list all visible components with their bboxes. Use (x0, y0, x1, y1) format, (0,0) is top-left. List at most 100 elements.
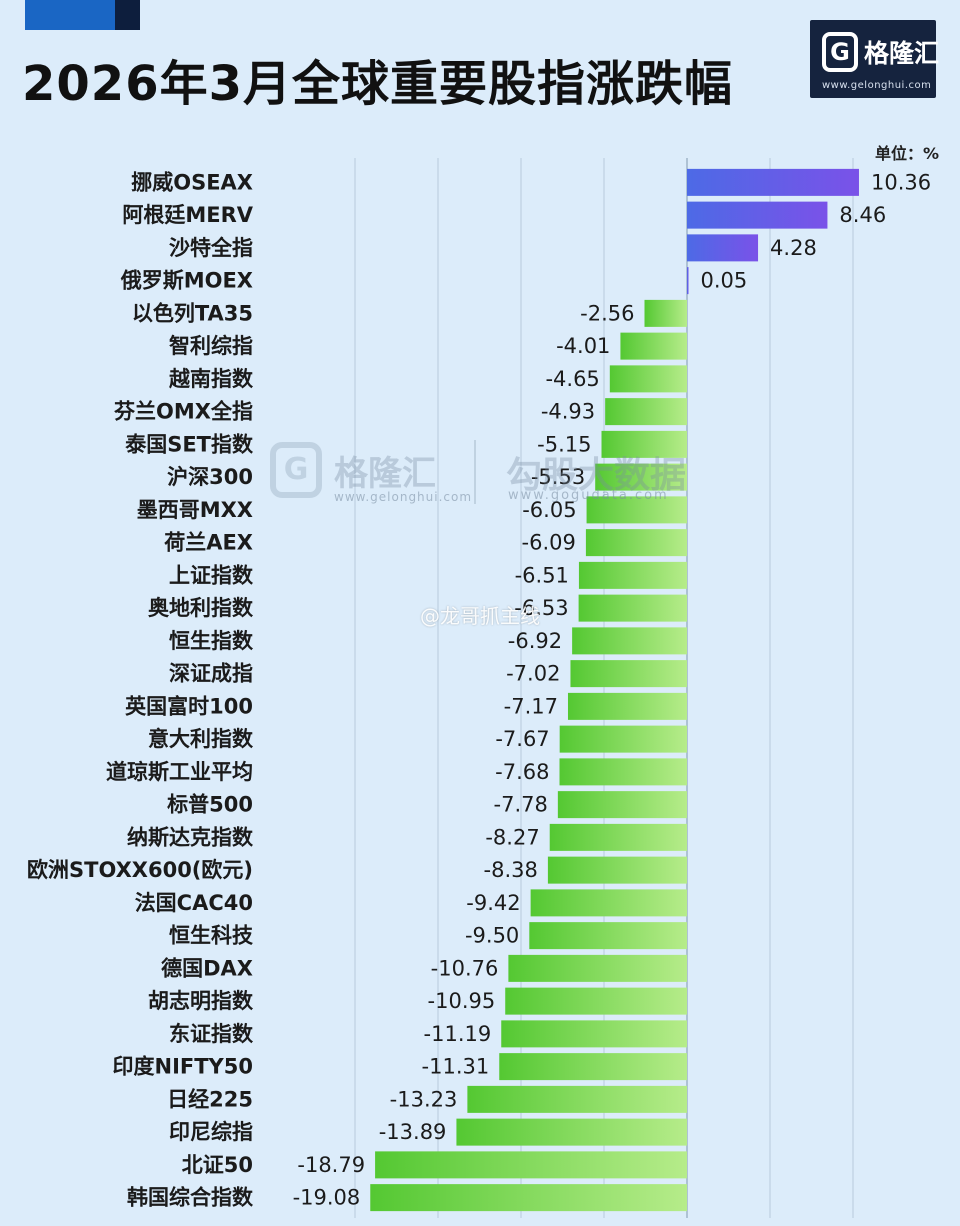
top-accent-bar (0, 0, 140, 30)
category-label: 以色列TA35 (132, 301, 253, 325)
value-label: -4.93 (541, 400, 595, 424)
bar (456, 1118, 687, 1146)
category-label: 标普500 (167, 793, 253, 817)
category-label: 北证50 (182, 1153, 253, 1177)
category-label: 道琼斯工业平均 (106, 760, 253, 784)
bar (586, 496, 687, 524)
watermark-brand: 格隆汇 (334, 454, 436, 494)
bar (601, 430, 687, 458)
value-label: -18.79 (297, 1153, 365, 1177)
bar (567, 692, 687, 720)
value-label: -6.92 (508, 629, 562, 653)
category-label: 意大利指数 (148, 727, 254, 751)
value-label: -7.02 (506, 662, 560, 686)
bar (547, 856, 687, 884)
value-label: 8.46 (839, 203, 886, 227)
category-label: 奥地利指数 (148, 596, 254, 620)
value-label: 10.36 (871, 170, 931, 194)
gelonghui-logo: G 格隆汇 www.gelonghui.com (810, 20, 940, 98)
bar (620, 332, 687, 360)
value-label: -4.65 (545, 367, 599, 391)
category-label: 墨西哥MXX (137, 498, 253, 522)
bar (687, 201, 828, 229)
bar (605, 398, 687, 426)
category-label: 泰国SET指数 (124, 432, 254, 456)
watermark-data-url: www.gogudata.com (508, 488, 669, 503)
category-label: 芬兰OMX全指 (114, 400, 253, 424)
value-label: -6.53 (514, 596, 568, 620)
category-label: 恒生科技 (169, 924, 254, 948)
category-label: 阿根廷MERV (122, 203, 253, 227)
category-label: 挪威OSEAX (131, 170, 253, 194)
bars (370, 168, 859, 1212)
value-label: -7.78 (494, 793, 548, 817)
bar (530, 889, 687, 917)
category-label: 印尼综指 (169, 1120, 253, 1144)
category-label: 胡志明指数 (148, 989, 254, 1013)
value-label: 0.05 (701, 269, 748, 293)
value-label: -9.42 (466, 891, 520, 915)
value-label: -4.01 (556, 334, 610, 358)
value-label: -13.89 (379, 1120, 447, 1144)
watermark-divider (474, 440, 476, 504)
bar (499, 1053, 687, 1081)
unit-label: 单位：% (875, 144, 940, 163)
value-label: -7.68 (495, 760, 549, 784)
bar (578, 561, 687, 589)
category-label: 法国CAC40 (135, 891, 253, 915)
value-label: -7.17 (504, 694, 558, 718)
category-label: 纳斯达克指数 (127, 825, 254, 849)
bar (644, 299, 687, 327)
bar (687, 168, 859, 196)
value-label: -8.27 (485, 825, 539, 849)
bar (557, 791, 687, 819)
bar (687, 267, 689, 295)
category-label: 欧洲STOXX600(欧元) (27, 858, 253, 882)
value-label: -6.09 (522, 531, 576, 555)
weibo-watermark: @龙哥抓主线 (420, 604, 540, 628)
value-label: -7.67 (495, 727, 549, 751)
category-label: 英国富时100 (125, 694, 253, 718)
category-label: 沪深300 (167, 465, 253, 489)
bar (467, 1085, 687, 1113)
value-label: -19.08 (293, 1186, 361, 1210)
value-label: -6.51 (515, 563, 569, 587)
value-label: -11.19 (424, 1022, 492, 1046)
category-label: 俄罗斯MOEX (120, 269, 253, 293)
watermark-brand-url: www.gelonghui.com (334, 490, 473, 504)
value-label: -2.56 (580, 301, 634, 325)
value-label: -5.15 (537, 432, 591, 456)
bar (572, 627, 687, 655)
value-label: -8.38 (484, 858, 538, 882)
watermark-logo-icon: G (270, 442, 322, 498)
bar (559, 758, 687, 786)
category-label: 荷兰AEX (164, 531, 253, 555)
chart-title: 2026年3月全球重要股指涨跌幅 (22, 56, 733, 112)
category-label: 印度NIFTY50 (113, 1055, 254, 1079)
bar (595, 463, 687, 491)
logo-mark-icon: G (822, 32, 858, 72)
bar (585, 529, 687, 557)
bar (370, 1184, 687, 1212)
value-label: -13.23 (390, 1087, 458, 1111)
category-label: 东证指数 (169, 1022, 254, 1046)
bar (578, 594, 687, 622)
category-label: 沙特全指 (169, 236, 253, 260)
bar (505, 987, 687, 1015)
bar (687, 234, 759, 262)
value-label: -6.05 (522, 498, 576, 522)
category-label: 上证指数 (169, 563, 254, 587)
bar (570, 660, 687, 688)
logo-brand-text: 格隆汇 (864, 39, 940, 68)
watermark-data-brand: 勾股大数据 (506, 455, 687, 496)
value-label: 4.28 (770, 236, 817, 260)
accent-block-blue (25, 0, 115, 30)
value-label: -10.76 (431, 956, 499, 980)
category-label: 深证成指 (169, 662, 253, 686)
category-label: 越南指数 (168, 367, 254, 391)
category-label: 韩国综合指数 (127, 1186, 254, 1210)
labels: 挪威OSEAX 10.36 阿根廷MERV 8.46 沙特全指 4.28 俄罗斯MOEX 0.… (27, 170, 931, 1209)
bar (501, 1020, 687, 1048)
value-label: -10.95 (428, 989, 496, 1013)
